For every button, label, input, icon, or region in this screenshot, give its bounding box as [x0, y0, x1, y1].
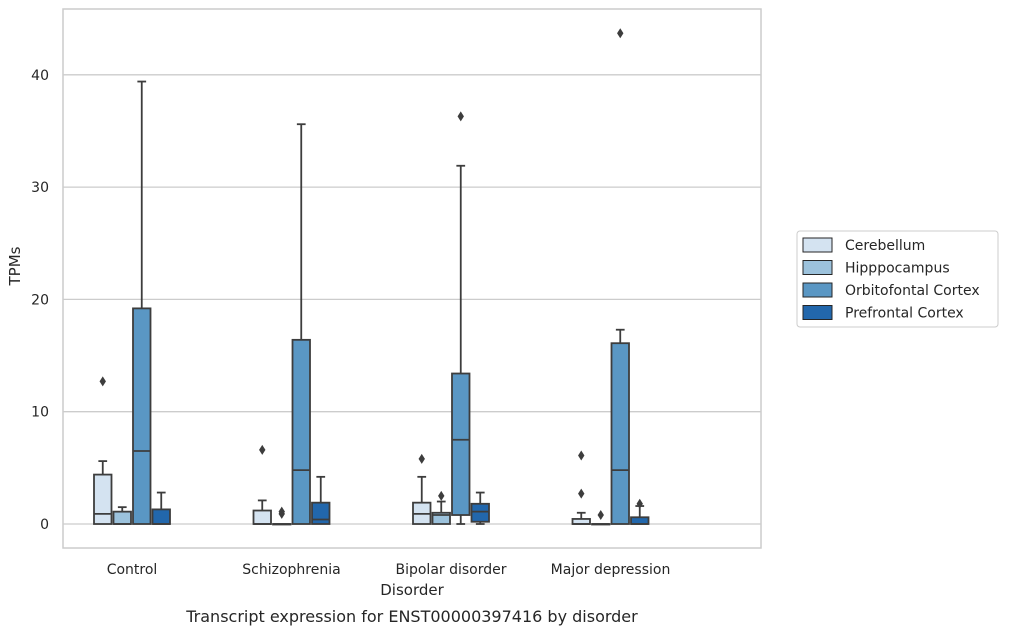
y-tick-label: 10 — [31, 405, 49, 421]
outlier-point — [617, 28, 624, 39]
x-tick-label: Bipolar disorder — [395, 562, 506, 578]
plot-boxes — [93, 28, 650, 526]
box-group — [112, 506, 132, 525]
box — [451, 372, 471, 516]
y-tick-labels: 0 10 20 30 40 — [31, 68, 49, 533]
y-axis-title: TPMs — [6, 246, 24, 286]
y-tick-label: 40 — [31, 68, 49, 84]
box — [311, 501, 331, 525]
x-tick-label: Major depression — [551, 562, 671, 578]
box-group — [451, 111, 471, 525]
box — [252, 509, 272, 525]
y-tick-label: 20 — [31, 292, 49, 308]
legend-label: Prefrontal Cortex — [845, 306, 964, 322]
legend-label: Orbitofontal Cortex — [845, 283, 980, 299]
x-axis-title: Disorder — [380, 581, 444, 599]
box — [630, 516, 650, 525]
box-group — [630, 498, 650, 525]
box — [93, 473, 113, 525]
y-tick-label: 0 — [40, 517, 49, 533]
box-group — [412, 453, 432, 525]
box-group — [470, 491, 490, 525]
y-tick-label: 30 — [31, 180, 49, 196]
outlier-point — [597, 510, 604, 521]
outlier-point — [457, 111, 464, 122]
box-group — [132, 80, 152, 525]
legend: Cerebellum Hipppocampus Orbitofontal Corte… — [796, 230, 999, 328]
legend-swatch — [802, 237, 833, 253]
box — [431, 511, 451, 525]
box-group — [610, 28, 630, 525]
legend-label: Cerebellum — [845, 238, 925, 254]
box-group — [93, 376, 113, 525]
outlier-point — [418, 453, 425, 464]
box — [610, 342, 630, 525]
legend-label: Hipppocampus — [845, 261, 950, 277]
box — [132, 307, 152, 525]
legend-swatch — [802, 305, 833, 320]
x-tick-label: Control — [107, 562, 158, 578]
plot-frame — [62, 8, 762, 549]
box — [470, 502, 490, 523]
box — [291, 338, 311, 525]
outlier-point — [578, 450, 585, 461]
box-group — [151, 491, 171, 525]
box-group — [591, 510, 611, 526]
legend-frame — [796, 230, 999, 328]
outlier-point — [578, 488, 585, 499]
box-group — [291, 123, 311, 525]
box-group — [252, 444, 272, 525]
outlier-point — [636, 498, 643, 509]
outlier-point — [438, 490, 445, 501]
box — [112, 510, 132, 525]
box-group — [431, 490, 451, 525]
outlier-point — [278, 506, 285, 517]
box-group — [571, 450, 591, 525]
x-tick-label: Schizophrenia — [242, 562, 340, 578]
box — [151, 508, 171, 525]
chart-caption: Transcript expression for ENST0000039741… — [185, 607, 638, 626]
outlier-point — [99, 376, 106, 387]
x-tick-labels: Control Schizophrenia Bipolar disorder Majo… — [107, 562, 671, 578]
legend-swatch — [802, 260, 833, 275]
box-group — [311, 475, 331, 525]
legend-swatch — [802, 282, 833, 298]
outlier-point — [259, 444, 266, 455]
box-group — [272, 506, 292, 526]
